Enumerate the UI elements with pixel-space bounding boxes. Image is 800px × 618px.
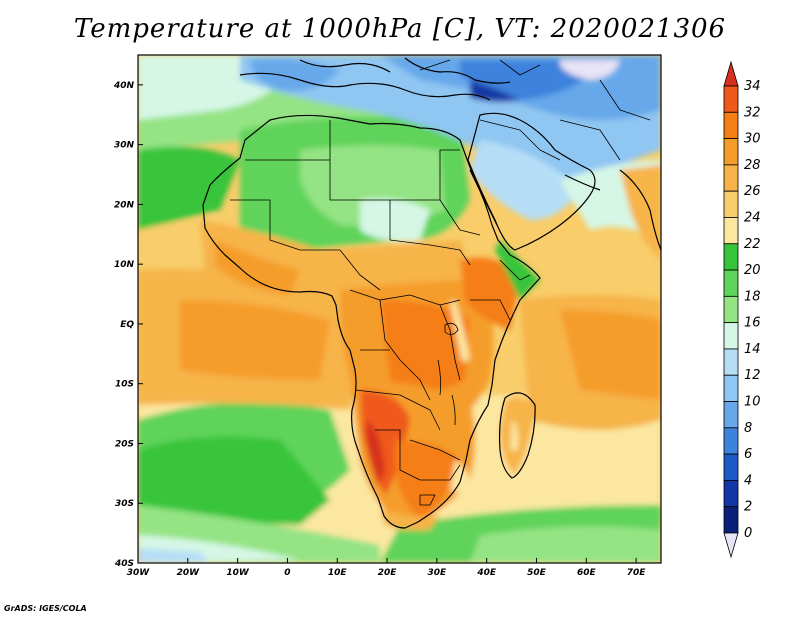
map-title: Temperature at 1000hPa [C], VT: 20200213… [73,14,727,44]
colorbar-swatch [723,243,739,271]
colorbar-label: 14 [744,342,761,357]
colorbar-swatch [723,217,739,245]
lon-tick-label: 0 [284,568,290,578]
colorbar-swatch [723,164,739,192]
colorbar-max-arrow [723,60,739,87]
colorbar-swatch [723,401,739,429]
colorbar-label: 18 [744,289,761,304]
lat-tick-label: 40S [114,559,134,569]
lon-tick-label: 60E [577,568,597,578]
colorbar-swatch [723,348,739,376]
colorbar-label: 4 [744,473,752,488]
colorbar-swatch [723,506,739,534]
lat-tick-label: 30N [114,141,135,151]
lon-tick-label: 20E [378,568,398,578]
colorbar-label: 0 [744,526,752,541]
lon-tick-label: 30E [428,568,448,578]
lat-tick-label: 20S [115,439,134,449]
lon-tick-label: 70E [627,568,647,578]
colorbar-label: 6 [744,447,752,462]
colorbar-swatch [723,480,739,508]
temperature-field [138,55,661,563]
colorbar-swatch [723,295,739,324]
colorbar-label: 26 [744,184,761,199]
colorbar-label: 30 [744,132,761,147]
colorbar-swatch [723,269,739,297]
colorbar-swatch [723,111,739,139]
lat-tick-label: 10S [115,380,134,390]
colorbar-label: 10 [744,395,761,410]
colorbar-label: 20 [744,263,761,278]
lat-tick-label: 20N [114,200,135,210]
colorbar-swatch [723,138,739,166]
lat-tick-label: 30S [115,499,134,509]
colorbar-swatch [723,374,739,402]
grads-credit: GrADS: IGES/COLA [4,604,87,613]
lat-tick-label: 40N [113,81,135,91]
colorbar-label: 16 [744,316,761,331]
lon-tick-label: 30W [127,568,151,578]
colorbar-label: 34 [744,79,761,94]
colorbar-swatch [723,190,739,218]
colorbar-swatch [723,453,739,481]
colorbar-swatch [723,85,739,113]
map-axes: 30W 20W 10W 0 10E 20E 30E 40E 50E 60E 70E 40N 30N 20N… [113,81,646,578]
colorbar-min-arrow [723,532,739,559]
lon-tick-label: 20W [177,568,201,578]
colorbar-label: 2 [744,500,752,515]
colorbar-label: 8 [744,421,752,436]
lon-tick-label: 50E [527,568,547,578]
colorbar-label: 12 [744,368,761,383]
colorbar-label: 24 [744,210,761,225]
coastlines [202,57,661,529]
lat-tick-label: 10N [114,260,135,270]
lon-tick-label: 40E [476,568,497,578]
colorbar-label: 28 [744,158,761,173]
lat-tick-label: EQ [120,320,134,330]
map-frame [137,54,662,564]
colorbar-swatch [723,427,739,455]
colorbar-swatch [723,322,739,350]
lon-tick-label: 10E [328,568,348,578]
colorbar-label: 32 [744,105,761,120]
lon-tick-label: 10W [226,568,250,578]
colorbar-label: 22 [744,237,761,252]
